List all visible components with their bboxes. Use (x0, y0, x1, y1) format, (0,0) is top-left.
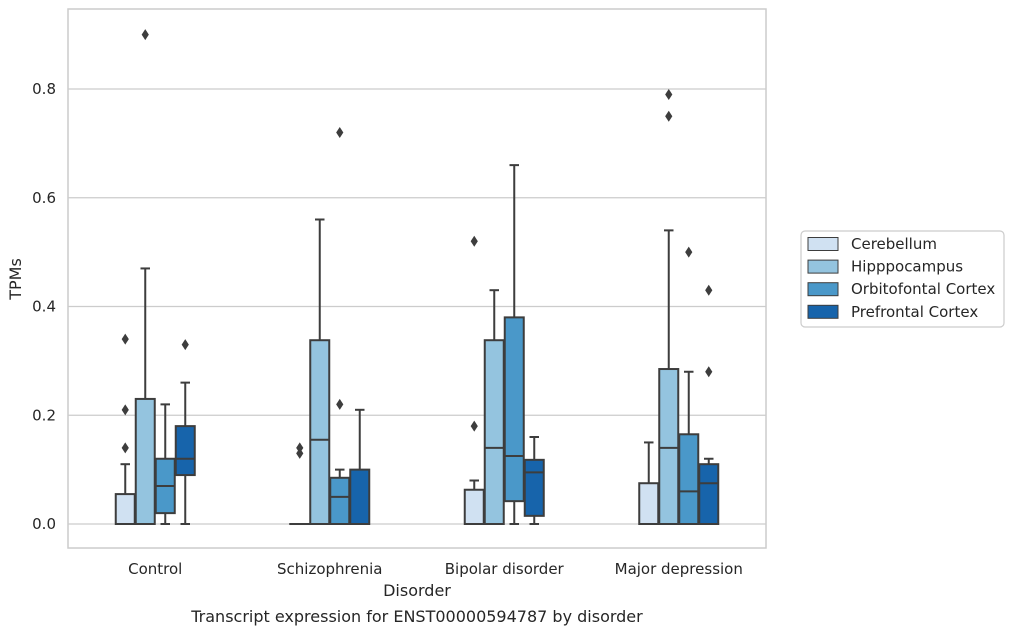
box-iqr (698, 463, 720, 525)
box-orbitofontal-cortex (678, 246, 700, 525)
box-prefrontal-cortex (174, 339, 196, 525)
legend-item: Cerebellum (807, 235, 937, 253)
legend-label: Cerebellum (851, 235, 937, 253)
box-iqr (349, 468, 371, 525)
x-tick-label: Bipolar disorder (445, 560, 565, 578)
box-iqr (503, 316, 525, 503)
y-tick-label: 0.2 (32, 406, 56, 424)
box-iqr (678, 433, 700, 525)
box-orbitofontal-cortex (329, 127, 351, 525)
box-prefrontal-cortex (523, 436, 545, 525)
outlier-point (121, 442, 129, 454)
outlier-point (470, 420, 478, 432)
x-tick-label: Major depression (615, 560, 743, 578)
x-axis-ticks: Control Schizophrenia Bipolar disorder Majo… (128, 560, 743, 578)
box-iqr (638, 482, 660, 525)
outlier-point (705, 366, 713, 378)
outlier-point (685, 246, 693, 258)
box-orbitofontal-cortex (154, 403, 176, 525)
outlier-point (665, 88, 673, 100)
legend-swatch (807, 259, 839, 274)
y-tick-label: 0.0 (32, 515, 56, 533)
box-cerebellum (289, 442, 311, 526)
outlier-point (181, 339, 189, 351)
box-cerebellum (463, 235, 485, 525)
legend-swatch (807, 304, 839, 319)
y-tick-label: 0.6 (32, 189, 56, 207)
y-axis-ticks: 0.0 0.2 0.4 0.6 0.8 (32, 80, 56, 533)
legend-swatch (807, 237, 839, 251)
outlier-point (296, 442, 304, 454)
legend-item: Prefrontal Cortex (807, 303, 978, 321)
outlier-point (705, 284, 713, 296)
box-iqr (523, 458, 545, 517)
box-iqr (658, 368, 680, 525)
legend-label: Prefrontal Cortex (851, 303, 978, 321)
legend-swatch (807, 282, 839, 297)
legend: Cerebellum Hipppocampus Orbitofontal Corte… (800, 230, 1005, 328)
box-hipppocampus (658, 88, 680, 525)
legend-label: Orbitofontal Cortex (851, 280, 995, 298)
legend-label: Hipppocampus (851, 258, 963, 276)
box-iqr (114, 493, 136, 525)
box-hipppocampus (483, 289, 505, 525)
y-tick-label: 0.8 (32, 80, 56, 98)
outlier-point (336, 398, 344, 410)
legend-item: Orbitofontal Cortex (807, 280, 995, 298)
outlier-point (121, 333, 129, 345)
box-iqr (463, 488, 485, 525)
legend-frame (800, 230, 1005, 328)
chart-caption: Transcript expression for ENST0000059478… (190, 607, 643, 626)
outlier-point (665, 110, 673, 122)
box-prefrontal-cortex (349, 408, 371, 525)
box-iqr (174, 425, 196, 477)
box-cerebellum (638, 441, 660, 525)
box-hipppocampus (134, 29, 156, 525)
box-hipppocampus (309, 218, 331, 525)
box-iqr (309, 339, 331, 525)
plot-frame (67, 8, 767, 549)
outlier-point (141, 29, 149, 41)
y-axis-title: TPMs (6, 258, 25, 301)
x-tick-label: Schizophrenia (277, 560, 382, 578)
box-orbitofontal-cortex (503, 164, 525, 525)
x-tick-label: Control (128, 560, 182, 578)
box-cerebellum (114, 333, 136, 525)
y-tick-label: 0.4 (32, 298, 56, 316)
box-prefrontal-cortex (698, 284, 720, 525)
box-iqr (483, 339, 505, 525)
outlier-point (121, 404, 129, 416)
outlier-point (336, 127, 344, 138)
box-iqr (134, 397, 156, 525)
box-iqr (329, 476, 351, 525)
x-axis-title: Disorder (383, 581, 451, 600)
outlier-point (470, 235, 478, 247)
box-groups (114, 29, 720, 526)
legend-item: Hipppocampus (807, 258, 963, 276)
